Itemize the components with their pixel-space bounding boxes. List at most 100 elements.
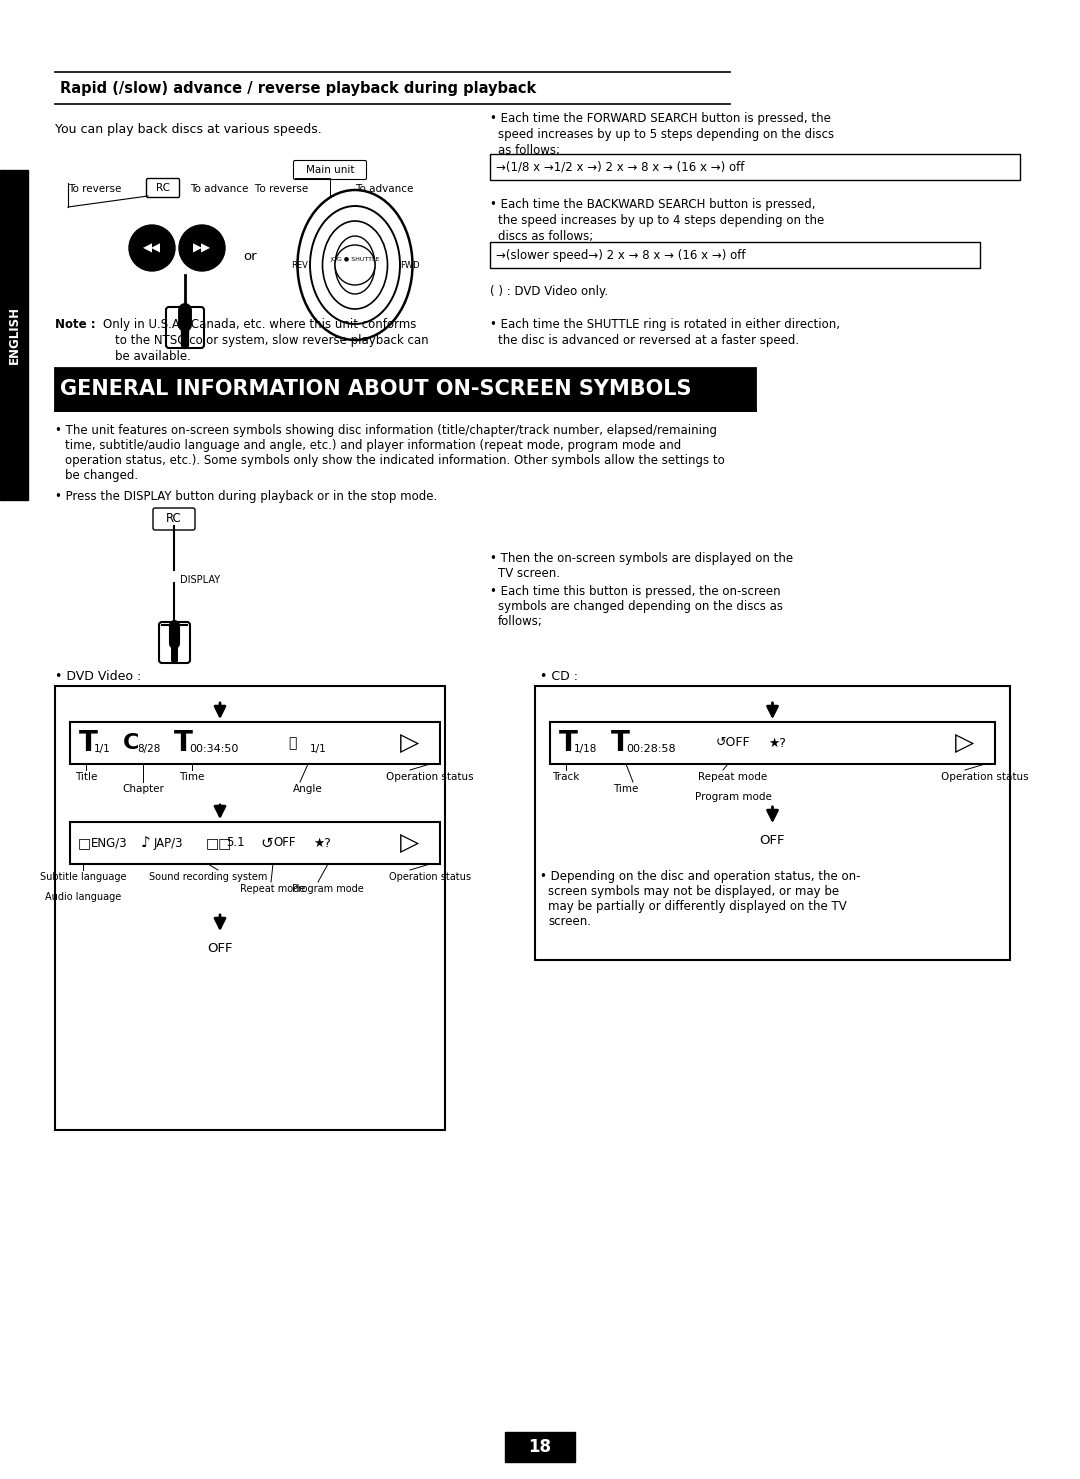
Text: Subtitle language: Subtitle language — [40, 873, 126, 881]
FancyBboxPatch shape — [490, 243, 980, 268]
Text: or: or — [243, 250, 257, 262]
Text: discs as follows;: discs as follows; — [498, 231, 593, 243]
Text: DISPLAY: DISPLAY — [180, 575, 220, 586]
Text: ★?: ★? — [313, 837, 330, 849]
Text: Repeat mode: Repeat mode — [699, 772, 768, 782]
Text: Operation status: Operation status — [941, 772, 1029, 782]
Bar — [70, 722, 440, 765]
Text: 18: 18 — [528, 1438, 552, 1455]
Text: Operation status: Operation status — [389, 873, 471, 881]
Text: →(1/8 x →1/2 x →) 2 x → 8 x → (16 x →) off: →(1/8 x →1/2 x →) 2 x → 8 x → (16 x →) o… — [496, 161, 744, 173]
Text: Angle: Angle — [293, 784, 323, 794]
Text: 5.1: 5.1 — [226, 837, 245, 849]
Text: • The unit features on-screen symbols showing disc information (title/chapter/tr: • The unit features on-screen symbols sh… — [55, 424, 717, 436]
FancyBboxPatch shape — [166, 308, 204, 348]
FancyBboxPatch shape — [55, 368, 755, 410]
Circle shape — [335, 246, 375, 285]
Text: To advance: To advance — [355, 183, 414, 194]
Text: Only in U.S.A., Canada, etc. where this unit conforms: Only in U.S.A., Canada, etc. where this … — [103, 318, 417, 331]
Bar — [0, 170, 28, 500]
Text: JOG ● SHUTTLE: JOG ● SHUTTLE — [330, 257, 380, 262]
Text: Rapid (/slow) advance / reverse playback during playback: Rapid (/slow) advance / reverse playback… — [60, 80, 537, 96]
Text: ( ) : DVD Video only.: ( ) : DVD Video only. — [490, 285, 608, 297]
Text: symbols are changed depending on the discs as: symbols are changed depending on the dis… — [498, 600, 783, 612]
Text: Time: Time — [613, 784, 638, 794]
Text: • DVD Video :: • DVD Video : — [55, 670, 141, 683]
Text: screen symbols may not be displayed, or may be: screen symbols may not be displayed, or … — [548, 884, 839, 898]
Text: RC: RC — [156, 183, 170, 192]
Text: 1/1: 1/1 — [94, 744, 111, 754]
FancyBboxPatch shape — [147, 179, 179, 198]
Text: To reverse: To reverse — [68, 183, 121, 194]
Text: be changed.: be changed. — [65, 469, 138, 482]
Text: ◀◀: ◀◀ — [143, 241, 161, 254]
Text: You can play back discs at various speeds.: You can play back discs at various speed… — [55, 123, 322, 136]
Bar — [55, 686, 445, 1130]
Text: • Then the on-screen symbols are displayed on the: • Then the on-screen symbols are display… — [490, 552, 793, 565]
Text: screen.: screen. — [548, 916, 591, 927]
Text: • CD :: • CD : — [540, 670, 578, 683]
Text: □□: □□ — [206, 836, 232, 850]
FancyBboxPatch shape — [490, 154, 1020, 180]
Text: follows;: follows; — [498, 615, 543, 629]
Text: $\bf{T}$: $\bf{T}$ — [173, 729, 193, 757]
Text: Track: Track — [552, 772, 580, 782]
Text: OFF: OFF — [759, 834, 785, 847]
Ellipse shape — [323, 220, 388, 309]
Text: FWD: FWD — [401, 260, 420, 269]
Text: 00:34:50: 00:34:50 — [189, 744, 239, 754]
Text: $\bf{T}$: $\bf{T}$ — [78, 729, 98, 757]
Ellipse shape — [297, 189, 413, 340]
Text: 1/1: 1/1 — [310, 744, 327, 754]
Text: JAP/3: JAP/3 — [154, 837, 184, 849]
Text: ↺: ↺ — [260, 836, 273, 850]
Text: ▷: ▷ — [401, 731, 420, 754]
Text: ♪: ♪ — [141, 836, 151, 850]
Text: RC: RC — [166, 513, 181, 525]
Text: Main unit: Main unit — [306, 166, 354, 175]
Text: →(slower speed→) 2 x → 8 x → (16 x →) off: →(slower speed→) 2 x → 8 x → (16 x →) of… — [496, 248, 745, 262]
Text: Title: Title — [75, 772, 97, 782]
Text: REV: REV — [292, 260, 309, 269]
Text: 👪: 👪 — [288, 737, 296, 750]
Text: ▷: ▷ — [401, 831, 420, 855]
Text: operation status, etc.). Some symbols only show the indicated information. Other: operation status, etc.). Some symbols on… — [65, 454, 725, 467]
Text: ENGLISH: ENGLISH — [8, 306, 21, 364]
Text: Program mode: Program mode — [292, 884, 364, 893]
Text: Operation status: Operation status — [387, 772, 474, 782]
Text: the disc is advanced or reversed at a faster speed.: the disc is advanced or reversed at a fa… — [498, 334, 799, 348]
Text: GENERAL INFORMATION ABOUT ON-SCREEN SYMBOLS: GENERAL INFORMATION ABOUT ON-SCREEN SYMB… — [60, 379, 691, 399]
Circle shape — [179, 225, 225, 271]
Text: ▶▶: ▶▶ — [193, 241, 211, 254]
Text: To advance  To reverse: To advance To reverse — [190, 183, 308, 194]
Text: $\bf{T}$: $\bf{T}$ — [610, 729, 631, 757]
Bar — [505, 1432, 575, 1463]
Text: ENG/3: ENG/3 — [91, 837, 127, 849]
Text: ★?: ★? — [768, 737, 786, 750]
Text: the speed increases by up to 4 steps depending on the: the speed increases by up to 4 steps dep… — [498, 214, 824, 226]
Text: Program mode: Program mode — [694, 791, 771, 802]
Text: • Each time this button is pressed, the on-screen: • Each time this button is pressed, the … — [490, 586, 781, 598]
Text: • Depending on the disc and operation status, the on-: • Depending on the disc and operation st… — [540, 870, 861, 883]
Text: Audio language: Audio language — [45, 892, 121, 902]
Text: OFF: OFF — [207, 942, 233, 955]
Text: ▷: ▷ — [956, 731, 974, 754]
Text: Sound recording system: Sound recording system — [149, 873, 267, 881]
Circle shape — [183, 229, 221, 268]
Text: TV screen.: TV screen. — [498, 566, 561, 580]
Circle shape — [133, 229, 171, 268]
Text: time, subtitle/audio language and angle, etc.) and player information (repeat mo: time, subtitle/audio language and angle,… — [65, 439, 681, 453]
Text: $\bf{C}$: $\bf{C}$ — [122, 734, 139, 753]
Text: may be partially or differently displayed on the TV: may be partially or differently displaye… — [548, 901, 847, 913]
Text: • Each time the FORWARD SEARCH button is pressed, the: • Each time the FORWARD SEARCH button is… — [490, 112, 831, 126]
Text: □: □ — [78, 836, 91, 850]
Text: Repeat mode: Repeat mode — [241, 884, 306, 893]
Text: Note :: Note : — [55, 318, 96, 331]
Bar — [535, 686, 1010, 960]
Bar — [550, 722, 995, 765]
Text: be available.: be available. — [114, 351, 191, 362]
Text: • Each time the BACKWARD SEARCH button is pressed,: • Each time the BACKWARD SEARCH button i… — [490, 198, 815, 211]
Text: Time: Time — [179, 772, 205, 782]
Text: speed increases by up to 5 steps depending on the discs: speed increases by up to 5 steps dependi… — [498, 129, 834, 141]
Text: $\bf{T}$: $\bf{T}$ — [558, 729, 579, 757]
